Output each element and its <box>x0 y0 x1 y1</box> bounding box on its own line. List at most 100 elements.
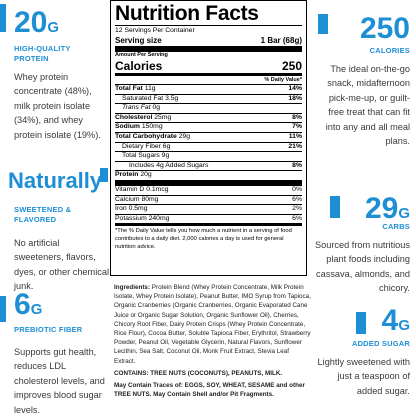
nutrient-name: Total Sugars <box>122 152 160 160</box>
calories-label: Calories <box>115 59 163 73</box>
serving-size-label: Serving size <box>115 36 162 45</box>
nutrient-row: Total Sugars 9g <box>115 152 302 162</box>
nutrient-name: Sodium <box>115 123 140 131</box>
icon <box>0 296 6 322</box>
nutrient-name: Cholesterol <box>115 113 153 121</box>
nutrient-name: Total Carbohydrate <box>115 132 177 140</box>
feature-text: Lightly sweetened with just a teaspoon o… <box>317 357 410 396</box>
nutrient-row: Total Carbohydrate 29g 11% <box>115 133 302 143</box>
feature-text: Supports gut health, reduces LDL cholest… <box>14 347 105 415</box>
feature-value: 4G <box>310 306 410 341</box>
vitamin-name: Iron 0.5mg <box>115 205 148 213</box>
panel-title: Nutrition Facts <box>115 3 302 26</box>
nutrient-row: Sodium 150mg 7% <box>115 123 302 133</box>
nutrient-row: Protein 20g <box>115 171 302 186</box>
nutrient-amount: 29g <box>178 132 191 140</box>
nutrient-amount: 3.5g <box>165 94 179 102</box>
ingredients: Ingredients: Protein Blend (Whey Protein… <box>114 283 312 399</box>
feature-caption: SWEETENED & FLAVORED <box>14 205 72 224</box>
nutrient-dv: 8% <box>292 113 302 121</box>
feature-value: 6G <box>14 290 110 325</box>
value: Naturally <box>8 168 103 193</box>
icon <box>356 312 366 334</box>
nutrient-rows: Total Fat 11g 14% Saturated Fat 3.5g 18% Tra… <box>115 85 302 186</box>
vitamin-dv: 0% <box>292 185 302 193</box>
amount-per-serving: Amount Per Serving <box>115 52 168 58</box>
nutrient-name: Protein <box>115 171 139 179</box>
vitamin-dv: 6% <box>292 214 302 222</box>
unit: G <box>30 301 43 318</box>
icon <box>100 168 108 182</box>
unit: G <box>398 205 410 222</box>
icon <box>0 4 6 32</box>
nutrient-dv: 11% <box>288 132 302 140</box>
nutrient: Cholesterol 25mg <box>115 114 171 123</box>
nutrient-amount: 6g <box>162 142 171 150</box>
nutrient: Saturated Fat 3.5g <box>122 95 178 104</box>
value: 20 <box>14 6 48 39</box>
feature-value: Naturally <box>8 166 104 196</box>
vitamin-dv: 2% <box>292 205 302 213</box>
vitamin-row: Calcium 80mg 6% <box>115 196 302 206</box>
ingredients-label: Ingredients: <box>114 284 151 291</box>
icon <box>318 14 328 34</box>
value: 250 <box>359 12 410 45</box>
feature-text: The ideal on-the-go snack, midafternoon … <box>325 64 410 147</box>
serving-size: 1 Bar (68g) <box>260 36 302 45</box>
vitamin-dv: 6% <box>292 195 302 203</box>
feature-value: 250 <box>310 14 410 44</box>
footnote: *The % Daily Value tells you how much a … <box>115 228 292 250</box>
vitamin-row: Iron 0.5mg 2% <box>115 205 302 215</box>
value: 29 <box>364 192 399 225</box>
nutrient-name: Dietary Fiber <box>122 142 161 150</box>
nutrient-row: Dietary Fiber 6g 21% <box>115 143 302 153</box>
nutrient-row: Cholesterol 25mg 8% <box>115 114 302 124</box>
nutrient: Total Carbohydrate 29g <box>115 133 190 142</box>
nutrient-row: Includes 4g Added Sugars 8% <box>115 162 302 172</box>
nutrient-amount: 25mg <box>154 113 172 121</box>
nutrient-dv: 21% <box>288 142 302 150</box>
ingredients-text: Protein Blend (Whey Protein Concentrate,… <box>114 284 311 365</box>
nutrient: Total Sugars 9g <box>122 152 169 161</box>
nutrient-amount: 9g <box>161 152 170 160</box>
nutrient: Trans Fat 0g <box>122 104 160 113</box>
contains: CONTAINS: TREE NUTS (COCONUTS), PEANUTS,… <box>114 369 283 377</box>
value: 6 <box>14 288 31 321</box>
nutrient-dv: 7% <box>292 123 302 131</box>
vitamin-row: Vitamin D 0.1mcg 0% <box>115 186 302 196</box>
nutrient-name: Saturated Fat <box>122 94 164 102</box>
feature-caption: ADDED SUGAR <box>351 339 410 348</box>
nutrient-dv: 8% <box>292 161 302 169</box>
nutrient-amount: 20g <box>140 171 152 179</box>
nutrient: Includes 4g Added Sugars <box>129 162 208 171</box>
feature-text: Whey protein concentrate (48%), milk pro… <box>14 72 101 140</box>
nutrient: Protein 20g <box>115 171 152 180</box>
nutrition-panel: Nutrition Facts 12 Servings Per Containe… <box>110 0 307 276</box>
nutrient-amount: 11g <box>144 85 156 92</box>
vitamin-name: Vitamin D 0.1mcg <box>115 185 169 193</box>
nutrient-dv: 18% <box>288 94 302 102</box>
nutrient-row: Trans Fat 0g <box>115 104 302 114</box>
feature-caption: CALORIES <box>369 46 410 55</box>
feature-value: 20G <box>14 8 110 43</box>
nutrient: Total Fat 11g <box>115 85 156 94</box>
dv-header: % Daily Value* <box>115 76 302 85</box>
nutrient: Sodium 150mg <box>115 123 163 132</box>
vitamin-name: Potassium 240mg <box>115 214 170 222</box>
nutrient-dv: 14% <box>288 85 302 92</box>
feature-text: No artificial sweeteners, flavors, dyes,… <box>14 238 109 292</box>
feature-caption: CARBS <box>382 222 410 231</box>
icon <box>330 196 340 218</box>
traces: May Contain Traces of: EGGS, SOY, WHEAT,… <box>114 382 305 399</box>
value: 4 <box>381 304 399 337</box>
servings: 12 Servings Per Container <box>115 27 195 34</box>
vitamin-name: Calcium 80mg <box>115 195 159 203</box>
nutrient-amount: 150mg <box>141 123 163 131</box>
feature-text: Sourced from nutritious plant foods incl… <box>315 240 410 294</box>
unit: G <box>47 19 60 36</box>
nutrient-amount: 0g <box>152 104 161 112</box>
nutrient: Dietary Fiber 6g <box>122 143 170 152</box>
vitamin-row: Potassium 240mg 6% <box>115 215 302 227</box>
feature-caption: PREBIOTIC FIBER <box>14 325 83 334</box>
